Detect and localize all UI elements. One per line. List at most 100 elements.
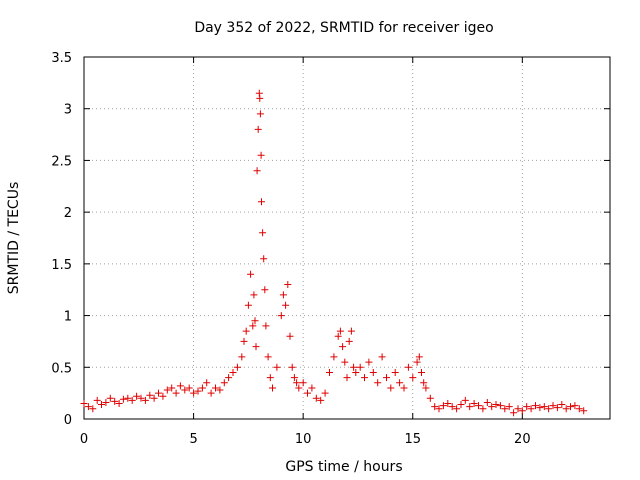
- data-point-61: [279, 291, 287, 299]
- data-point-84: [350, 363, 358, 371]
- data-point-21: [172, 389, 180, 397]
- data-point-11: [128, 396, 136, 404]
- data-point-79: [339, 343, 347, 351]
- data-point-125: [518, 407, 526, 415]
- data-points: [80, 89, 588, 417]
- data-point-15: [146, 391, 154, 399]
- y-tick-label: 3: [64, 103, 72, 118]
- data-point-126: [523, 403, 531, 411]
- data-point-116: [479, 405, 487, 413]
- data-point-6: [106, 394, 114, 402]
- data-point-26: [194, 387, 202, 395]
- data-point-124: [514, 405, 522, 413]
- data-point-41: [249, 322, 257, 330]
- data-point-76: [330, 353, 338, 361]
- data-point-135: [562, 405, 570, 413]
- data-point-118: [488, 403, 496, 411]
- data-point-127: [527, 405, 535, 413]
- data-point-87: [361, 374, 368, 382]
- data-point-62: [282, 301, 290, 309]
- x-tick-label: 5: [189, 432, 197, 447]
- data-point-97: [404, 363, 412, 371]
- data-point-130: [540, 403, 548, 411]
- data-point-0: [80, 400, 88, 407]
- data-point-120: [496, 402, 504, 410]
- data-point-53: [260, 255, 268, 263]
- data-point-19: [163, 386, 171, 394]
- chart-title: Day 352 of 2022, SRMTID for receiver ige…: [194, 20, 493, 36]
- data-point-83: [347, 327, 355, 335]
- data-point-134: [558, 401, 566, 408]
- x-tick-label: 15: [404, 432, 421, 447]
- data-point-106: [435, 405, 443, 413]
- data-point-81: [343, 374, 351, 382]
- data-point-82: [345, 337, 353, 345]
- data-point-129: [536, 404, 544, 412]
- data-point-108: [444, 400, 452, 407]
- data-point-117: [483, 399, 491, 406]
- data-point-46: [254, 125, 262, 133]
- plot-frame: [83, 56, 611, 420]
- data-point-73: [317, 396, 325, 404]
- data-point-77: [334, 332, 342, 340]
- data-point-52: [259, 229, 267, 237]
- data-point-105: [431, 403, 439, 411]
- data-point-119: [492, 401, 500, 408]
- data-point-42: [250, 291, 258, 299]
- data-point-16: [150, 394, 158, 402]
- data-point-4: [98, 401, 105, 408]
- data-point-107: [439, 402, 447, 410]
- data-point-113: [466, 403, 474, 411]
- data-point-115: [475, 402, 482, 410]
- data-point-32: [220, 379, 228, 387]
- data-point-35: [233, 363, 241, 371]
- data-point-104: [426, 394, 434, 402]
- data-point-133: [553, 404, 561, 412]
- data-point-123: [510, 409, 518, 417]
- data-point-67: [293, 379, 301, 387]
- data-point-112: [461, 396, 469, 404]
- data-point-34: [229, 369, 237, 376]
- data-point-29: [207, 389, 215, 397]
- data-point-54: [261, 286, 269, 294]
- data-point-45: [253, 167, 261, 175]
- data-point-56: [264, 353, 272, 361]
- data-point-68: [295, 384, 303, 392]
- data-point-64: [286, 332, 294, 340]
- data-point-72: [312, 394, 320, 402]
- data-point-12: [133, 392, 141, 400]
- data-point-137: [571, 402, 579, 410]
- data-point-33: [225, 374, 233, 382]
- data-point-13: [137, 394, 145, 402]
- y-tick-label: 1.5: [51, 258, 72, 273]
- data-point-48: [256, 94, 264, 102]
- data-point-44: [252, 343, 260, 351]
- data-point-22: [176, 382, 184, 390]
- data-point-9: [119, 395, 127, 403]
- x-tick-label: 0: [80, 432, 88, 447]
- data-point-139: [580, 407, 588, 415]
- y-tick-label: 2.5: [51, 154, 72, 169]
- data-point-63: [284, 281, 292, 288]
- data-point-114: [470, 400, 478, 407]
- axis-ticks: 0 0.5 1 1.5 2 2.5 3 3.5 0 5 10 15 20: [51, 51, 610, 447]
- data-point-75: [326, 369, 333, 376]
- x-axis-label: GPS time / hours: [285, 459, 402, 475]
- data-point-10: [124, 394, 132, 402]
- grid-lines: [84, 57, 610, 419]
- data-point-91: [378, 353, 386, 361]
- y-axis-label: SRMTID / TECUs: [6, 182, 22, 295]
- data-point-128: [532, 402, 539, 410]
- data-point-27: [198, 384, 206, 392]
- data-point-100: [415, 353, 423, 361]
- data-point-110: [453, 405, 461, 413]
- data-point-50: [257, 151, 265, 159]
- data-point-57: [266, 374, 274, 382]
- data-point-49: [256, 110, 264, 118]
- data-point-96: [400, 384, 408, 392]
- data-point-3: [93, 396, 101, 404]
- data-point-66: [290, 374, 298, 382]
- data-point-74: [321, 389, 329, 397]
- data-point-131: [545, 405, 553, 413]
- data-point-18: [159, 392, 167, 400]
